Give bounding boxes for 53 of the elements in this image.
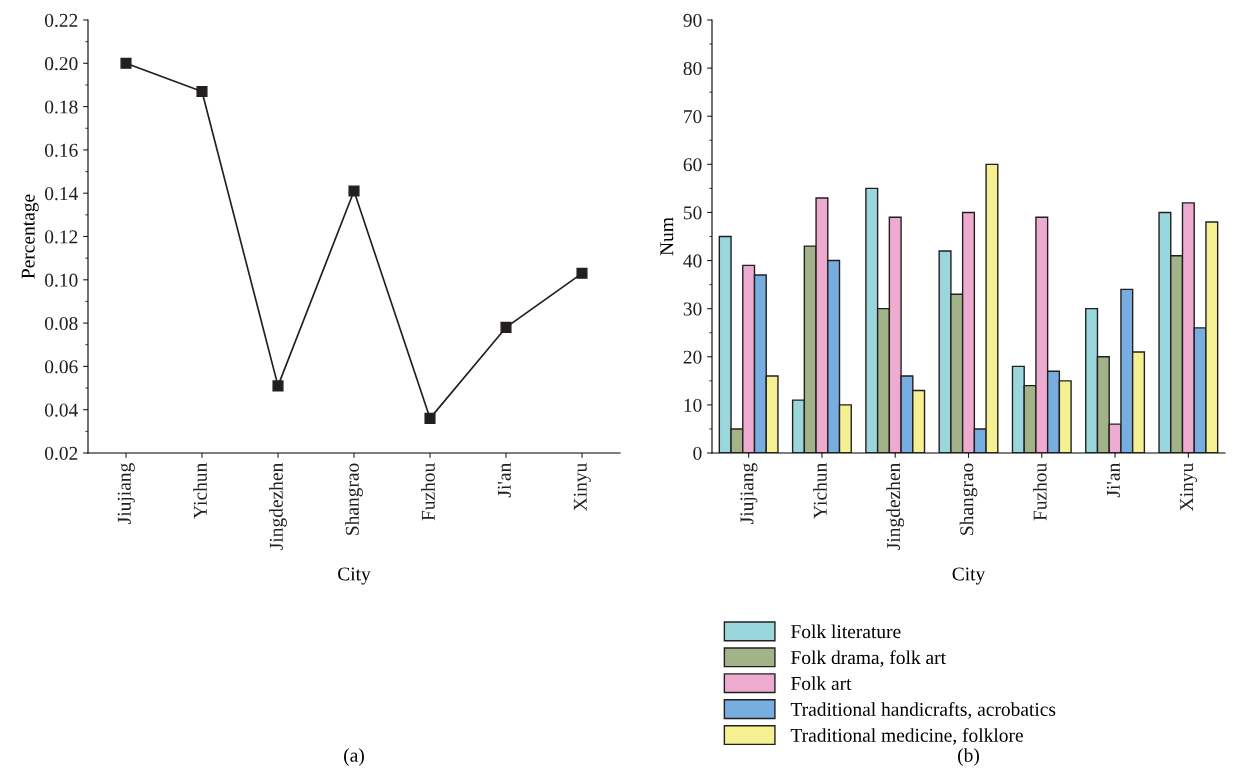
y-tick-label: 80 — [683, 61, 702, 76]
x-tick-label: Xinyu — [1180, 463, 1198, 511]
y-tick-label: 0.06 — [44, 360, 78, 374]
legend-label: Folk literature — [791, 624, 901, 639]
x-tick-label: Jingdezhen — [886, 463, 905, 550]
y-tick-label: 70 — [684, 110, 702, 124]
legend-label: Folk art — [791, 676, 852, 691]
y-tick-label: 90 — [683, 13, 702, 27]
x-tick-label: Shangrao — [345, 463, 363, 535]
y-tick-label: 0.08 — [44, 316, 78, 331]
y-tick-label: 0.20 — [44, 57, 78, 71]
y-tick-label: 50 — [683, 206, 702, 220]
legend-label: Folk drama, folk art — [791, 650, 946, 667]
x-axis-title: City — [952, 567, 986, 585]
x-tick-label: Jiujiang — [740, 463, 758, 524]
y-tick-label: 30 — [683, 302, 702, 316]
point — [272, 380, 284, 392]
point — [424, 412, 436, 424]
point — [196, 85, 208, 98]
y-tick-label: 0.02 — [44, 446, 78, 461]
y-tick-label: 10 — [684, 398, 702, 412]
x-tick-label: Xinyu — [573, 463, 591, 511]
x-tick-label: Jingdezhen — [269, 463, 287, 550]
y-tick-label: 0.14 — [44, 187, 78, 201]
x-tick-label: Ji'an — [497, 463, 511, 498]
point — [576, 267, 588, 279]
point — [348, 185, 360, 197]
x-tick-label: Fuzhou — [1032, 463, 1047, 521]
y-tick-label: 40 — [683, 254, 702, 268]
y-axis-title: Num — [660, 217, 674, 256]
text: (a) — [344, 748, 364, 766]
point — [500, 321, 512, 333]
y-tick-label: 0.22 — [44, 13, 78, 28]
x-axis-title: City — [338, 567, 371, 585]
y-tick-label: 0.12 — [44, 230, 78, 244]
legend-label: Traditional handicrafts, acrobatics — [790, 702, 1056, 719]
text: (b) — [958, 748, 979, 766]
x-tick-label: Jiujiang — [117, 463, 135, 524]
y-tick-label: 60 — [683, 158, 702, 172]
y-tick-label: 0.16 — [44, 143, 78, 157]
x-tick-label: Ji'an — [1106, 463, 1120, 498]
y-tick-label: 0.18 — [44, 100, 78, 114]
legend-label: Traditional medicine, folklore — [790, 727, 1023, 745]
x-tick-label: Shangrao — [959, 463, 978, 535]
point — [120, 57, 132, 69]
y-tick-label: 0.10 — [44, 273, 78, 287]
x-tick-label: Yichun — [813, 463, 827, 519]
y-tick-label: 0 — [693, 446, 702, 460]
y-axis-title: Percentage — [21, 194, 39, 279]
y-tick-label: 0.04 — [44, 403, 78, 417]
x-tick-label: Fuzhou — [421, 463, 435, 521]
y-tick-label: 20 — [683, 350, 702, 364]
x-tick-label: Yichun — [193, 463, 207, 519]
